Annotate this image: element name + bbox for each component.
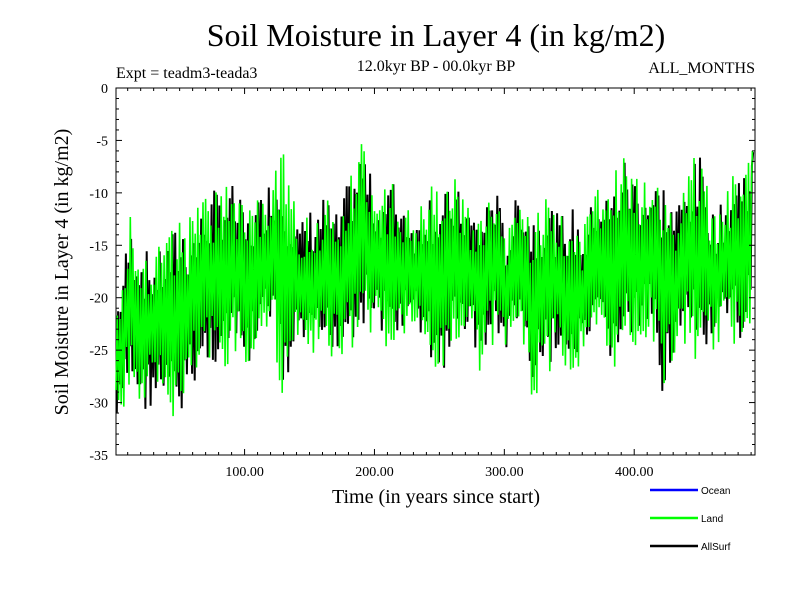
x-tick-label: 400.00: [615, 465, 654, 480]
x-tick-label: 200.00: [355, 465, 394, 480]
series-land-line: [115, 144, 754, 417]
y-tick-label: -35: [89, 449, 108, 464]
legend: Ocean Land AllSurf: [650, 486, 731, 553]
y-tick-label: 0: [101, 82, 108, 97]
y-tick-label: -25: [89, 344, 108, 359]
plot-area: [115, 87, 756, 456]
x-axis-label: Time (in years since start): [332, 486, 540, 508]
period-label: 12.0kyr BP - 00.0kyr BP: [357, 58, 516, 75]
legend-label-allsurf: AllSurf: [701, 542, 731, 553]
x-tick-label: 300.00: [485, 465, 524, 480]
legend-label-ocean: Ocean: [701, 486, 730, 497]
y-tick-label: -20: [89, 292, 108, 307]
x-tick-label: 100.00: [225, 465, 264, 480]
legend-label-land: Land: [701, 514, 723, 525]
y-tick-label: -30: [89, 397, 108, 412]
experiment-label: Expt = teadm3-teada3: [116, 65, 257, 82]
chart-title: Soil Moisture in Layer 4 (in kg/m2): [207, 17, 666, 53]
y-tick-label: -10: [89, 187, 108, 202]
months-label: ALL_MONTHS: [648, 60, 755, 77]
series-layer: [115, 144, 755, 417]
y-tick-label: -15: [89, 239, 108, 254]
y-axis-label: Soil Moisture in Layer 4 (in kg/m2): [51, 129, 73, 416]
axes-layer: 0 -5 -10 -15 -20 -25 -30 -35 100.00 200.00 300.00 4…: [89, 82, 755, 480]
y-tick-label: -5: [96, 134, 108, 149]
